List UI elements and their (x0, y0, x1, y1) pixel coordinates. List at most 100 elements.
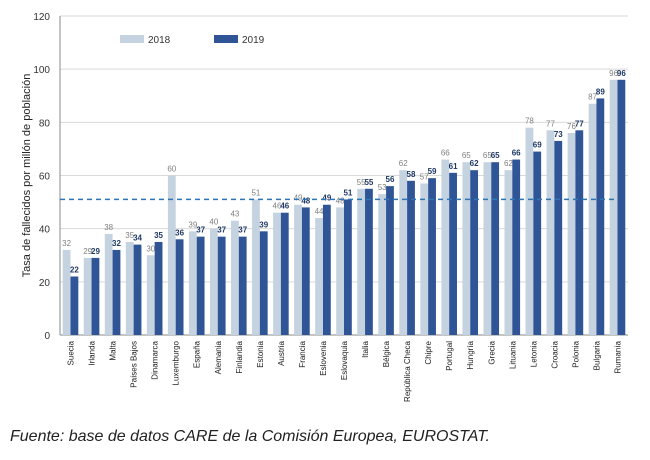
x-tick-label: Austria (277, 340, 286, 365)
bar-2018 (125, 241, 134, 335)
data-label-2019: 62 (470, 159, 479, 168)
data-label-2019: 66 (512, 149, 521, 158)
bar-2019 (322, 204, 331, 335)
data-label-2019: 22 (70, 266, 79, 275)
bar-2019 (280, 212, 289, 335)
data-label-2018: 44 (315, 207, 324, 216)
data-label-2018: 48 (336, 196, 345, 205)
bar-2018 (188, 231, 197, 335)
data-label-2018: 40 (209, 218, 218, 227)
bar-2019 (449, 172, 457, 335)
bar-2019 (217, 236, 226, 335)
bar-2018 (146, 255, 155, 335)
bar-2019 (259, 231, 268, 335)
data-label-2018: 30 (146, 244, 155, 253)
x-tick-label: Hungría (466, 340, 475, 369)
bar-2018 (62, 249, 71, 335)
data-label-2019: 96 (617, 69, 626, 78)
data-label-2018: 77 (546, 119, 555, 128)
bar-2018 (294, 204, 302, 335)
data-label-2018: 76 (567, 122, 576, 131)
data-label-2019: 37 (196, 226, 205, 235)
bar-2019 (407, 180, 415, 335)
legend-swatch-2018 (120, 35, 144, 43)
bar-2018 (357, 188, 366, 335)
bar-2018 (399, 170, 408, 335)
data-label-2018: 96 (609, 69, 618, 78)
legend-label-2018: 2018 (148, 35, 171, 46)
data-label-2019: 48 (301, 196, 310, 205)
bar-2019 (428, 178, 436, 335)
bar-2018 (441, 159, 450, 335)
bar-chart: 0 20 40 60 80 100 120 Tasa de fallecidos por mi… (21, 12, 628, 402)
y-tick-label: 120 (33, 12, 50, 23)
data-label-2018: 38 (104, 223, 113, 232)
data-label-2019: 34 (133, 234, 142, 243)
data-label-2019: 32 (112, 239, 121, 248)
data-label-2018: 57 (420, 172, 429, 181)
x-tick-label: Chipre (424, 340, 433, 364)
bar-2018 (420, 183, 429, 335)
data-label-2018: 87 (588, 93, 597, 102)
data-label-2018: 29 (83, 247, 92, 256)
bar-2018 (252, 199, 260, 335)
data-label-2019: 39 (259, 220, 268, 229)
bar-2018 (546, 130, 555, 335)
data-label-2019: 73 (554, 130, 563, 139)
y-tick-label: 0 (44, 331, 50, 342)
x-tick-label: Grecia (487, 340, 496, 364)
data-label-2018: 43 (230, 210, 239, 219)
bar-2018 (525, 127, 534, 336)
bar-2018 (336, 207, 344, 335)
data-label-2018: 65 (483, 151, 492, 160)
x-tick-label: Malta (109, 340, 118, 360)
data-label-2019: 59 (428, 167, 437, 176)
x-tick-label: Rumanía (613, 340, 622, 373)
y-axis-label: Tasa de fallecidos por millón de poblaci… (21, 74, 33, 278)
legend-swatch-2019 (214, 35, 238, 43)
data-label-2019: 37 (217, 226, 226, 235)
bar-2018 (567, 132, 576, 335)
x-tick-label: Eslovaquia (340, 340, 349, 380)
data-label-2018: 78 (525, 117, 534, 126)
data-label-2019: 61 (449, 162, 458, 171)
bar-2018 (483, 162, 492, 335)
data-label-2018: 39 (188, 220, 197, 229)
x-tick-label: Países Bajos (130, 341, 139, 388)
x-tick-label: Finlandia (235, 340, 244, 373)
bar-2019 (133, 244, 142, 335)
data-label-2019: 35 (154, 231, 163, 240)
data-label-2018: 49 (294, 194, 303, 203)
x-tick-label: Irlanda (88, 340, 97, 365)
bar-2019 (112, 249, 121, 335)
data-label-2018: 62 (504, 159, 513, 168)
data-label-2019: 36 (175, 228, 184, 237)
data-label-2019: 65 (491, 151, 500, 160)
bar-2018 (504, 170, 513, 335)
data-label-2019: 77 (575, 119, 584, 128)
x-tick-label: Eslovenia (319, 340, 328, 375)
bar-2019 (91, 257, 100, 335)
bar-2018 (462, 162, 471, 335)
data-label-2019: 69 (533, 141, 542, 150)
bar-2019 (70, 276, 79, 335)
x-tick-label: Croacia (550, 340, 559, 368)
data-label-2019: 37 (238, 226, 247, 235)
data-label-2019: 56 (386, 175, 395, 184)
bar-2019 (386, 186, 394, 335)
bar-2019 (238, 236, 247, 335)
bar-2019 (196, 236, 205, 335)
bar-2019 (154, 241, 163, 335)
x-tick-label: Lituania (508, 340, 517, 369)
bar-2019 (491, 162, 500, 335)
data-label-2019: 46 (280, 202, 289, 211)
data-label-2019: 89 (596, 87, 605, 96)
bar-2019 (596, 98, 605, 336)
x-tick-label: Alemania (214, 340, 223, 374)
x-tick-label: Italia (361, 340, 370, 357)
bar-2018 (588, 103, 597, 335)
data-label-2018: 66 (441, 149, 450, 158)
y-tick-label: 100 (33, 65, 50, 76)
data-label-2018: 53 (378, 183, 387, 192)
bar-2019 (512, 159, 521, 335)
